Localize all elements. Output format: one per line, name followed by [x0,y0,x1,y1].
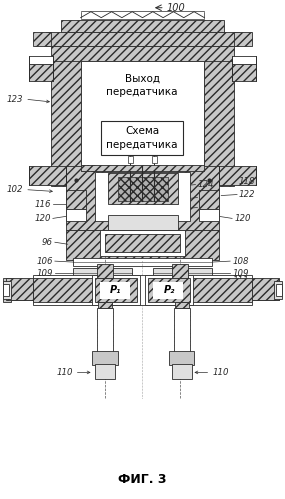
Bar [98,302,112,308]
Bar [172,364,192,379]
Bar [73,258,212,266]
Bar [33,278,105,302]
Bar [153,268,212,278]
Polygon shape [29,56,53,64]
Text: P₁: P₁ [109,285,121,295]
Text: 106: 106 [36,256,53,265]
Text: 120: 120 [234,214,251,223]
Bar [3,281,11,299]
Text: 124: 124 [198,180,214,189]
Text: 98: 98 [200,193,210,202]
Bar [152,156,157,163]
Text: 102: 102 [7,185,23,194]
Bar [172,264,188,278]
Bar [118,177,168,201]
Polygon shape [51,46,234,61]
Bar [249,280,279,300]
Polygon shape [29,166,66,185]
Text: Схема
передатчика: Схема передатчика [106,126,178,150]
Bar [153,282,183,299]
Bar [276,284,282,296]
Polygon shape [66,166,219,231]
Bar [33,275,252,305]
Polygon shape [6,278,33,300]
Bar [174,308,190,351]
Bar [100,282,130,299]
Polygon shape [232,56,256,64]
Bar [97,264,113,278]
Bar [6,280,36,300]
Bar [66,190,86,210]
Text: 110: 110 [212,368,229,377]
Text: 120: 120 [34,214,51,223]
Text: 123: 123 [7,95,23,104]
Polygon shape [252,278,279,300]
Text: 111: 111 [232,276,249,285]
Text: 122: 122 [239,190,256,199]
Text: 116: 116 [34,200,51,209]
Bar [100,231,185,256]
Bar [105,235,180,252]
Bar [73,268,132,278]
Bar [169,351,194,365]
Text: 114: 114 [200,203,216,212]
Bar [61,19,224,31]
Polygon shape [3,278,11,302]
Bar [274,281,282,299]
Bar [95,172,190,222]
Bar [81,165,204,171]
Text: 96: 96 [42,238,53,247]
Bar [200,210,219,222]
Text: 109: 109 [232,268,249,277]
Bar [95,278,137,302]
Bar [108,173,178,205]
Bar [180,278,252,302]
Polygon shape [234,31,252,46]
Text: 100: 100 [167,2,186,13]
Bar [128,156,133,163]
Text: ФИГ. 3: ФИГ. 3 [118,473,166,486]
Bar [108,216,178,231]
Text: 109: 109 [36,268,53,277]
Text: Выход
передатчика: Выход передатчика [106,74,178,97]
Polygon shape [51,56,81,186]
Bar [66,210,86,222]
Bar [200,190,219,210]
Bar [93,275,140,305]
Bar [81,61,204,166]
Polygon shape [219,166,256,185]
Bar [145,275,192,305]
Bar [97,308,113,351]
Text: 118: 118 [239,177,256,186]
Text: 110: 110 [56,368,73,377]
Polygon shape [29,64,53,81]
Polygon shape [232,64,256,81]
Polygon shape [66,231,219,260]
Bar [93,351,118,365]
Text: 108: 108 [232,256,249,265]
Bar [148,278,190,302]
Text: 112: 112 [80,165,97,174]
Polygon shape [46,31,239,46]
Bar [3,284,9,296]
Bar [175,302,189,308]
Bar [95,364,115,379]
Polygon shape [33,31,51,46]
Text: P₂: P₂ [164,285,176,295]
Polygon shape [204,56,234,186]
